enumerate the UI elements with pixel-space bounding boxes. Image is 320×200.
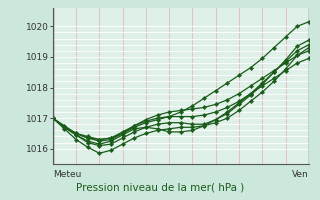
Text: Pression niveau de la mer( hPa ): Pression niveau de la mer( hPa ) — [76, 182, 244, 192]
Text: Ven: Ven — [292, 170, 309, 179]
Text: Meteu: Meteu — [53, 170, 81, 179]
